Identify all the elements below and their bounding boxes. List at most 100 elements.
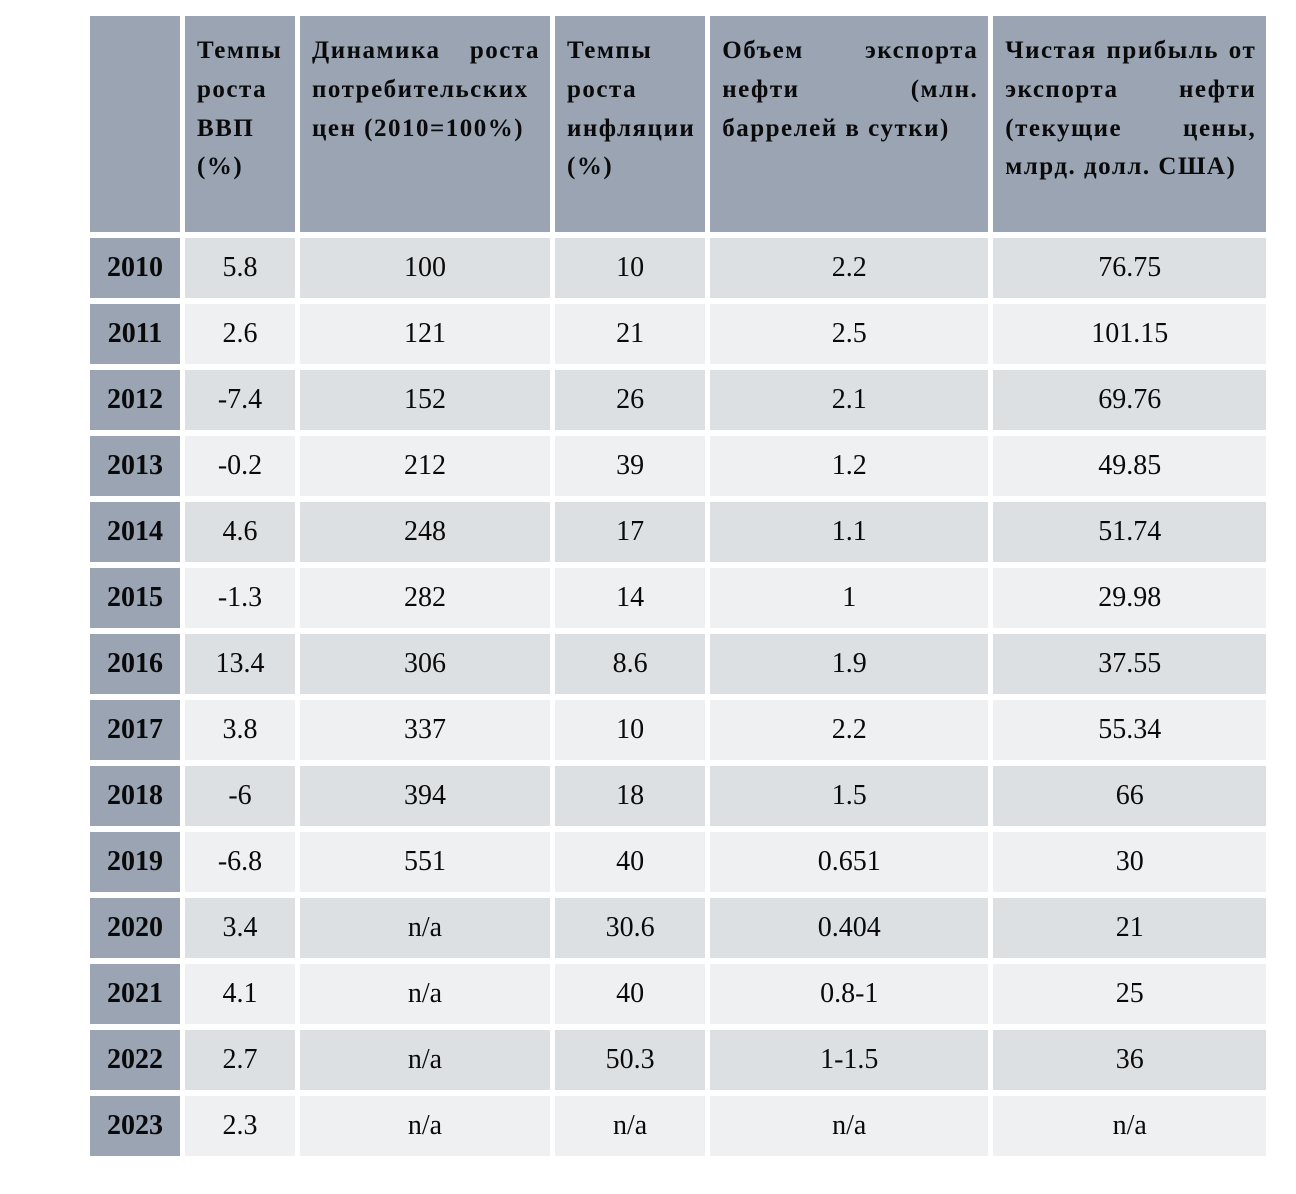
data-cell: -1.3 — [185, 568, 295, 628]
data-cell: 2.2 — [710, 700, 989, 760]
table-row: 2015 -1.3 282 14 1 29.98 — [90, 568, 1267, 628]
data-cell: n/a — [300, 964, 550, 1024]
data-cell: 0.8-1 — [710, 964, 989, 1024]
data-cell: n/a — [993, 1096, 1267, 1156]
data-cell: n/a — [300, 1030, 550, 1090]
data-cell: 10 — [555, 238, 706, 298]
data-cell: 36 — [993, 1030, 1267, 1090]
year-cell: 2017 — [90, 700, 180, 760]
data-cell: 2.6 — [185, 304, 295, 364]
data-cell: 51.74 — [993, 502, 1267, 562]
column-header-consumer-prices: Динамика роста потребительских цен (2010… — [300, 16, 550, 232]
header-row: Темпы роста ВВП (%) Динамика роста потре… — [90, 16, 1267, 232]
data-cell: 37.55 — [993, 634, 1267, 694]
data-cell: 30 — [993, 832, 1267, 892]
data-cell: 0.651 — [710, 832, 989, 892]
data-cell: 5.8 — [185, 238, 295, 298]
column-header-oil-export-profit: Чистая прибыль от экспорта нефти (текущи… — [993, 16, 1267, 232]
data-cell: 25 — [993, 964, 1267, 1024]
data-cell: n/a — [300, 1096, 550, 1156]
data-cell: 121 — [300, 304, 550, 364]
table-row: 2016 13.4 306 8.6 1.9 37.55 — [90, 634, 1267, 694]
data-cell: 101.15 — [993, 304, 1267, 364]
year-cell: 2015 — [90, 568, 180, 628]
year-cell: 2020 — [90, 898, 180, 958]
data-cell: 50.3 — [555, 1030, 706, 1090]
data-cell: 40 — [555, 964, 706, 1024]
data-cell: 1.1 — [710, 502, 989, 562]
data-cell: 49.85 — [993, 436, 1267, 496]
data-cell: n/a — [300, 898, 550, 958]
table-row: 2013 -0.2 212 39 1.2 49.85 — [90, 436, 1267, 496]
data-cell: 40 — [555, 832, 706, 892]
column-header-oil-export-volume: Объем экспорта нефти (млн. баррелей в су… — [710, 16, 989, 232]
data-cell: 14 — [555, 568, 706, 628]
data-cell: 551 — [300, 832, 550, 892]
table-row: 2021 4.1 n/a 40 0.8-1 25 — [90, 964, 1267, 1024]
year-cell: 2014 — [90, 502, 180, 562]
data-cell: 306 — [300, 634, 550, 694]
data-cell: 2.7 — [185, 1030, 295, 1090]
data-cell: 18 — [555, 766, 706, 826]
economic-stats-table: Темпы роста ВВП (%) Динамика роста потре… — [85, 10, 1271, 1162]
data-cell: -6 — [185, 766, 295, 826]
year-cell: 2012 — [90, 370, 180, 430]
column-header-inflation: Темпы роста инфляции (%) — [555, 16, 706, 232]
data-cell: n/a — [710, 1096, 989, 1156]
data-cell: 21 — [555, 304, 706, 364]
data-cell: 4.6 — [185, 502, 295, 562]
table-row: 2023 2.3 n/a n/a n/a n/a — [90, 1096, 1267, 1156]
data-cell: 10 — [555, 700, 706, 760]
data-cell: 0.404 — [710, 898, 989, 958]
data-cell: 1-1.5 — [710, 1030, 989, 1090]
data-cell: 248 — [300, 502, 550, 562]
data-cell: 26 — [555, 370, 706, 430]
table-row: 2010 5.8 100 10 2.2 76.75 — [90, 238, 1267, 298]
data-cell: 3.4 — [185, 898, 295, 958]
year-cell: 2011 — [90, 304, 180, 364]
year-cell: 2016 — [90, 634, 180, 694]
data-cell: 1.9 — [710, 634, 989, 694]
data-cell: 1 — [710, 568, 989, 628]
data-cell: 152 — [300, 370, 550, 430]
year-cell: 2022 — [90, 1030, 180, 1090]
data-cell: 2.2 — [710, 238, 989, 298]
data-cell: 21 — [993, 898, 1267, 958]
table-body: 2010 5.8 100 10 2.2 76.75 2011 2.6 121 2… — [90, 238, 1267, 1156]
table-row: 2018 -6 394 18 1.5 66 — [90, 766, 1267, 826]
table-row: 2017 3.8 337 10 2.2 55.34 — [90, 700, 1267, 760]
data-cell: 76.75 — [993, 238, 1267, 298]
year-cell: 2010 — [90, 238, 180, 298]
data-cell: 2.3 — [185, 1096, 295, 1156]
table-row: 2014 4.6 248 17 1.1 51.74 — [90, 502, 1267, 562]
corner-cell — [90, 16, 180, 232]
data-cell: 2.5 — [710, 304, 989, 364]
data-cell: 337 — [300, 700, 550, 760]
data-cell: 29.98 — [993, 568, 1267, 628]
data-cell: 13.4 — [185, 634, 295, 694]
data-cell: -7.4 — [185, 370, 295, 430]
data-cell: 66 — [993, 766, 1267, 826]
data-cell: 4.1 — [185, 964, 295, 1024]
data-cell: 282 — [300, 568, 550, 628]
data-cell: -6.8 — [185, 832, 295, 892]
table-header: Темпы роста ВВП (%) Динамика роста потре… — [90, 16, 1267, 232]
data-cell: 69.76 — [993, 370, 1267, 430]
data-cell: 55.34 — [993, 700, 1267, 760]
year-cell: 2018 — [90, 766, 180, 826]
table-row: 2019 -6.8 551 40 0.651 30 — [90, 832, 1267, 892]
data-cell: -0.2 — [185, 436, 295, 496]
data-cell: 1.5 — [710, 766, 989, 826]
data-cell: 1.2 — [710, 436, 989, 496]
data-cell: 212 — [300, 436, 550, 496]
data-cell: 8.6 — [555, 634, 706, 694]
data-cell: 30.6 — [555, 898, 706, 958]
year-cell: 2019 — [90, 832, 180, 892]
table-row: 2011 2.6 121 21 2.5 101.15 — [90, 304, 1267, 364]
data-cell: 17 — [555, 502, 706, 562]
data-cell: 39 — [555, 436, 706, 496]
data-cell: 100 — [300, 238, 550, 298]
year-cell: 2021 — [90, 964, 180, 1024]
data-cell: 2.1 — [710, 370, 989, 430]
table-row: 2012 -7.4 152 26 2.1 69.76 — [90, 370, 1267, 430]
